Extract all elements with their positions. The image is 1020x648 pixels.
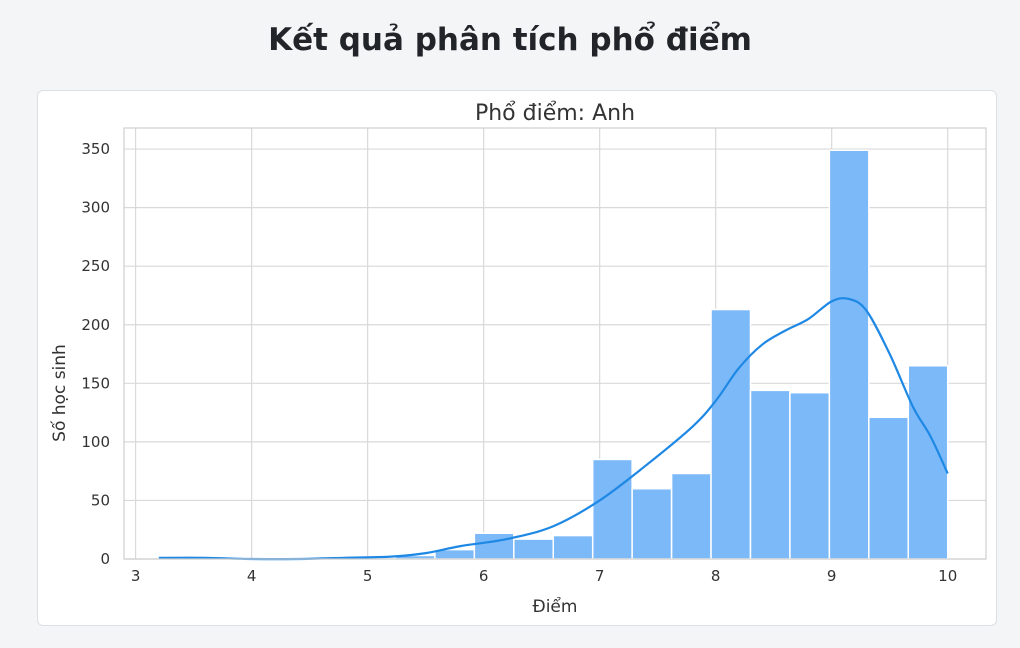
- y-tick-label: 100: [81, 433, 110, 451]
- kde-line: [158, 297, 949, 561]
- histogram-bar: [552, 534, 594, 560]
- histogram-bar: [513, 538, 555, 560]
- x-tick-label: 7: [595, 567, 605, 585]
- x-axis-label: Điểm: [533, 596, 578, 617]
- histogram-chart: Phổ điểm: Anh 3 4 5 6 7 8 9 10 0 50 100 150 200 250 3…: [49, 101, 987, 617]
- histogram-bar: [473, 532, 515, 560]
- kde-line-group: [158, 297, 949, 561]
- histogram-bar: [591, 458, 633, 560]
- x-tick-label: 6: [479, 567, 489, 585]
- y-tick-label: 0: [100, 550, 110, 568]
- bars-group: [158, 149, 949, 560]
- histogram-bar: [631, 487, 673, 560]
- chart-title: Phổ điểm: Anh: [475, 101, 635, 126]
- y-tick-labels: 0 50 100 150 200 250 300 350: [81, 140, 110, 568]
- histogram-bar: [670, 472, 712, 560]
- x-tick-label: 8: [711, 567, 721, 585]
- page-title: Kết quả phân tích phổ điểm: [268, 22, 752, 58]
- y-tick-label: 200: [81, 316, 110, 334]
- x-tick-label: 9: [827, 567, 837, 585]
- histogram-bar: [749, 389, 791, 560]
- histogram-bar: [868, 416, 910, 560]
- y-axis-label: Số học sinh: [49, 344, 70, 442]
- y-tick-label: 150: [81, 374, 110, 392]
- y-tick-label: 300: [81, 199, 110, 217]
- y-tick-label: 350: [81, 140, 110, 158]
- chart-card: Phổ điểm: Anh 3 4 5 6 7 8 9 10 0 50 100 150 200 250 3…: [37, 90, 997, 626]
- histogram-bar: [907, 365, 949, 560]
- x-tick-label: 3: [131, 567, 141, 585]
- x-tick-label: 4: [247, 567, 257, 585]
- x-tick-label: 10: [938, 567, 957, 585]
- x-tick-label: 5: [363, 567, 373, 585]
- plot-frame: [123, 127, 987, 560]
- histogram-bar: [789, 391, 831, 560]
- x-tick-labels: 3 4 5 6 7 8 9 10: [131, 567, 957, 585]
- y-tick-label: 250: [81, 257, 110, 275]
- histogram-bar: [828, 149, 870, 560]
- histogram-bar: [710, 308, 752, 560]
- y-tick-label: 50: [91, 491, 110, 509]
